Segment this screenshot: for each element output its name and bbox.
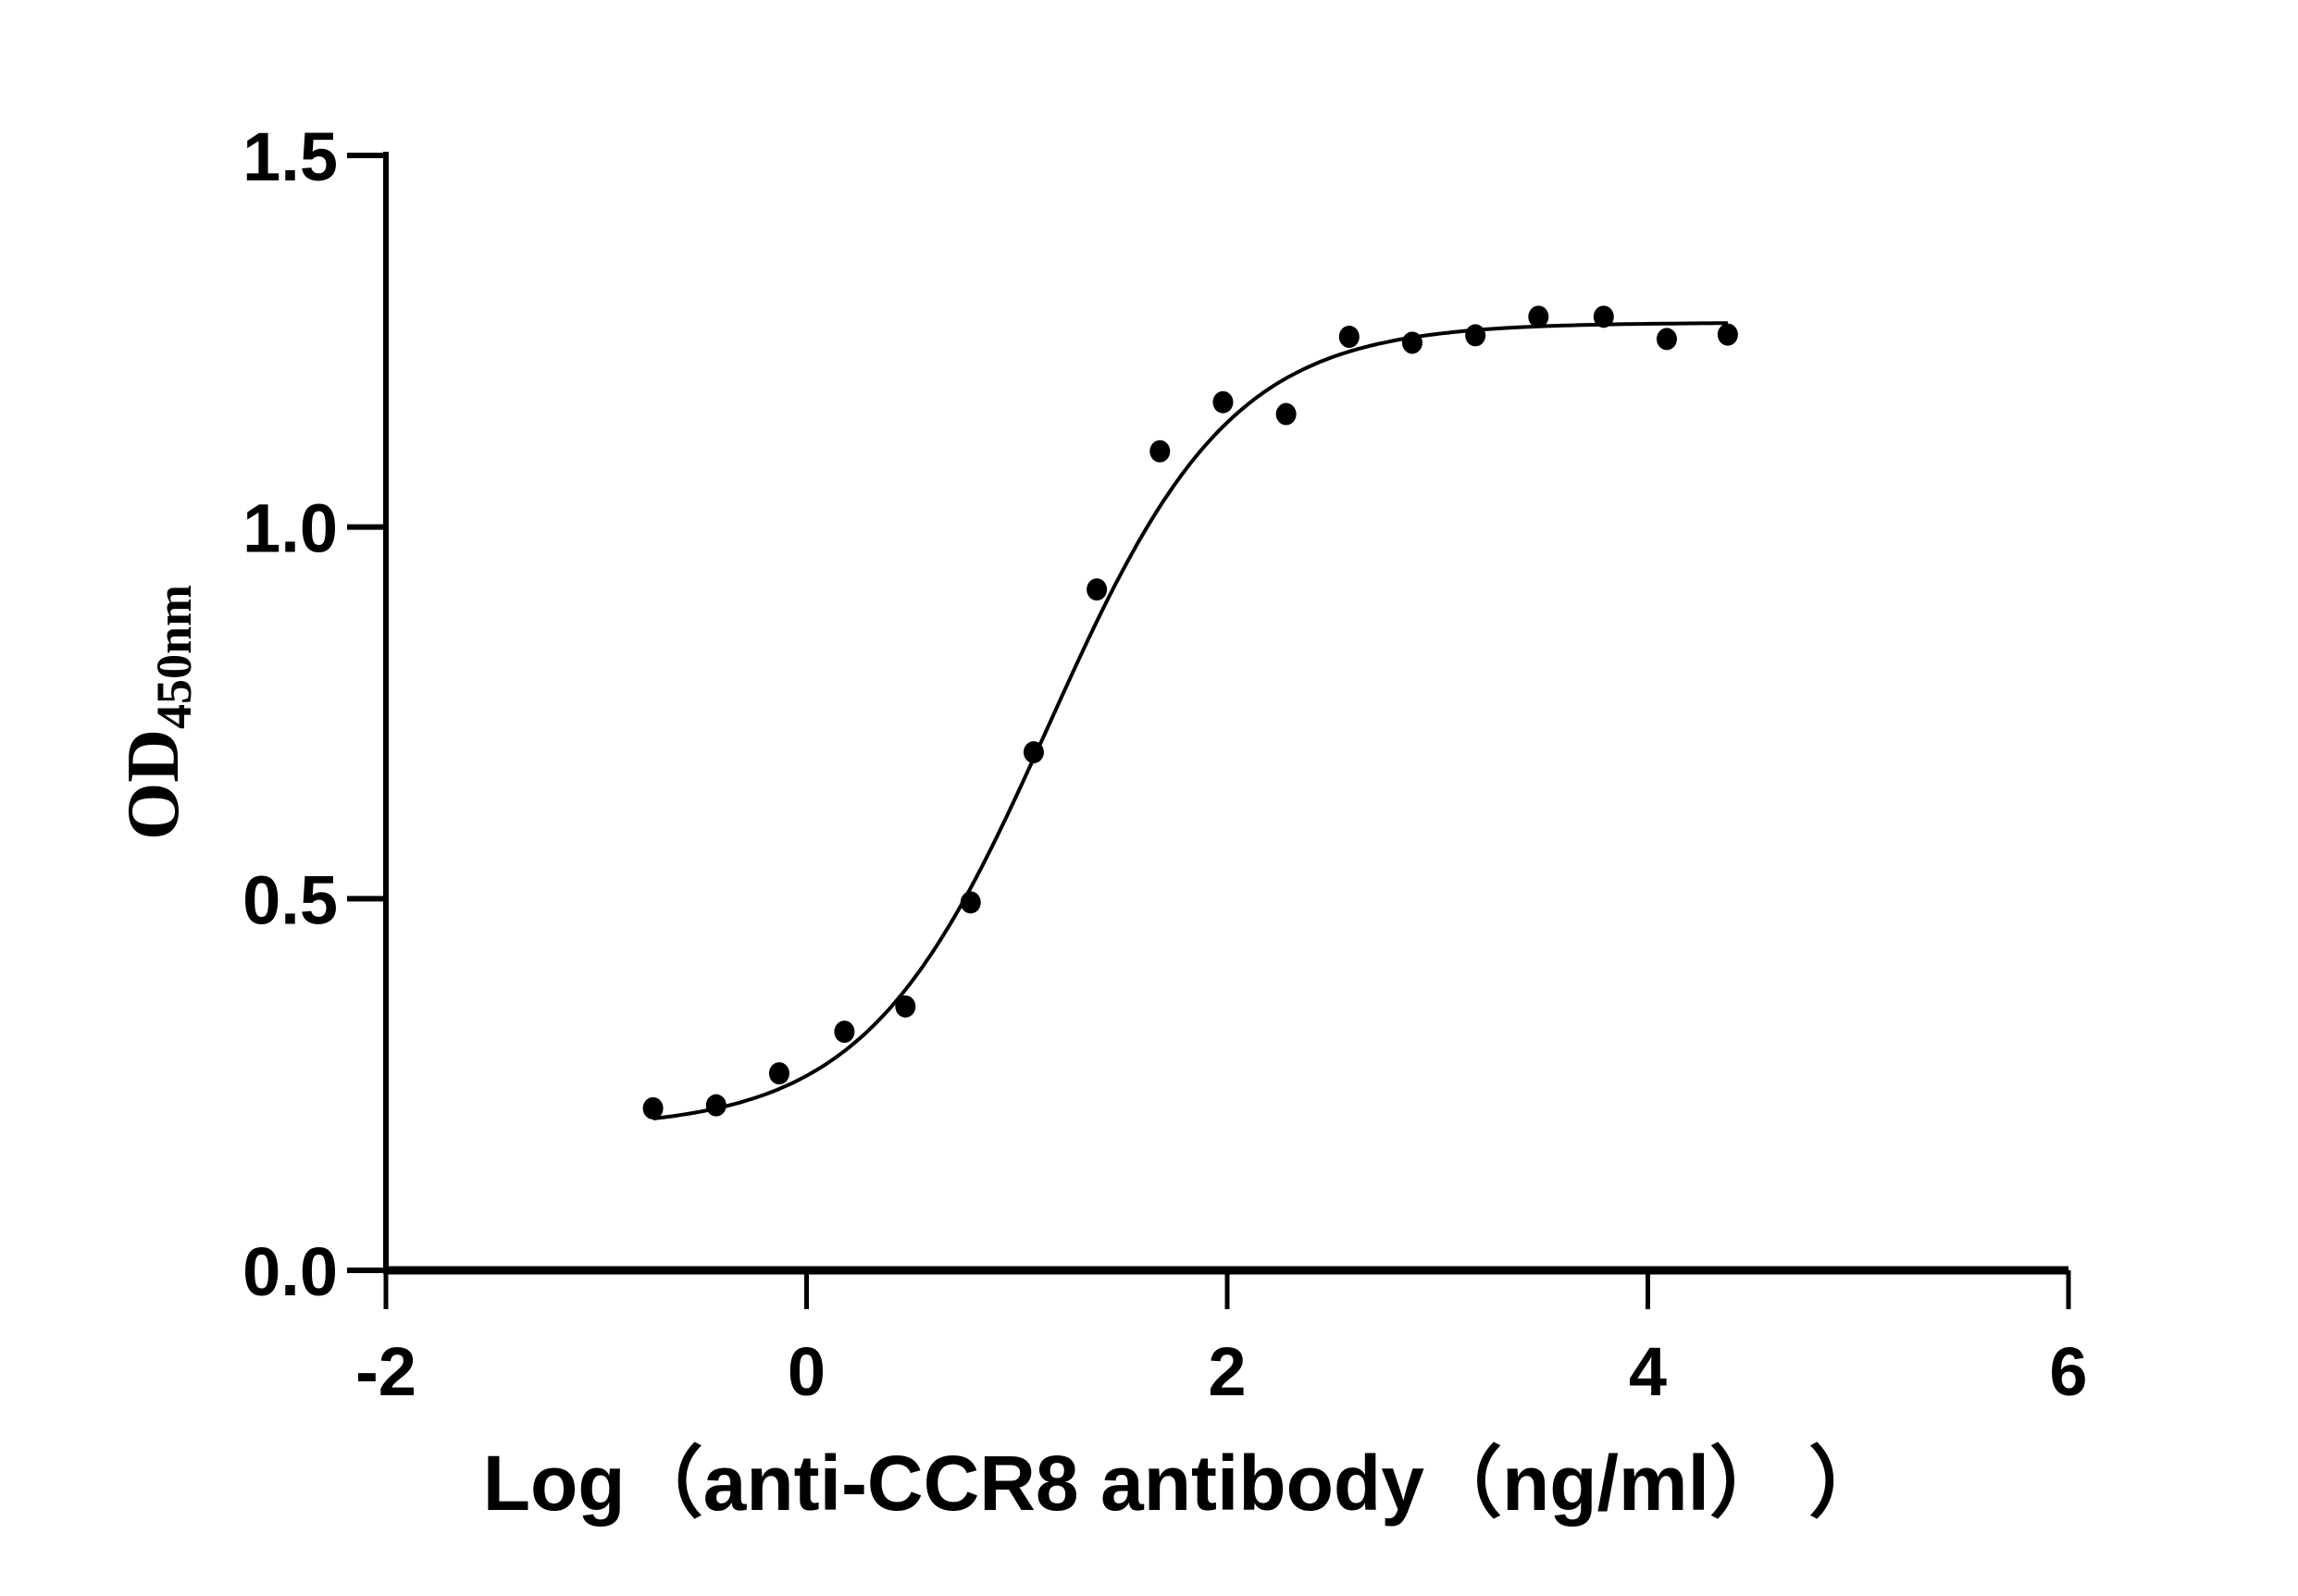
data-point	[1338, 326, 1360, 349]
data-point	[1528, 305, 1549, 328]
data-point	[895, 995, 916, 1018]
axes: -2 0 2 4 6 0.0 0.5 1.0 1.5	[242, 118, 2087, 1410]
y-tick-label: 1.0	[242, 490, 338, 567]
data-point	[768, 1062, 789, 1085]
x-axis-label: Log（anti-CCR8 antibody（ng/ml） ）	[483, 1440, 1887, 1527]
data-points	[642, 305, 1738, 1120]
data-point	[1593, 305, 1614, 328]
data-point	[1401, 331, 1422, 354]
y-tick-label: 0.0	[242, 1233, 338, 1310]
data-point	[1023, 741, 1044, 764]
y-axis-label-main: OD	[113, 729, 194, 840]
x-tick-label: 2	[1208, 1333, 1246, 1410]
x-tick-label: 0	[788, 1333, 826, 1410]
data-point	[1087, 578, 1108, 601]
data-point	[1212, 390, 1234, 414]
data-point	[1275, 402, 1297, 426]
x-tick-label: 4	[1629, 1333, 1667, 1410]
fit-curve	[652, 321, 1728, 1120]
data-point	[834, 1021, 855, 1044]
y-axis-label-subscript: 450nm	[146, 585, 202, 729]
data-point	[642, 1096, 664, 1120]
x-tick-label: 6	[2049, 1333, 2087, 1410]
data-point	[1717, 323, 1738, 346]
data-point	[705, 1094, 727, 1117]
y-tick-label: 0.5	[242, 861, 338, 938]
data-point	[960, 891, 981, 914]
y-axis-label: OD450nm	[113, 585, 202, 840]
y-tick-label: 1.5	[242, 118, 338, 195]
data-point	[1149, 439, 1171, 463]
x-tick-label: -2	[355, 1333, 416, 1410]
data-point	[1465, 324, 1486, 347]
data-point	[1656, 328, 1677, 351]
